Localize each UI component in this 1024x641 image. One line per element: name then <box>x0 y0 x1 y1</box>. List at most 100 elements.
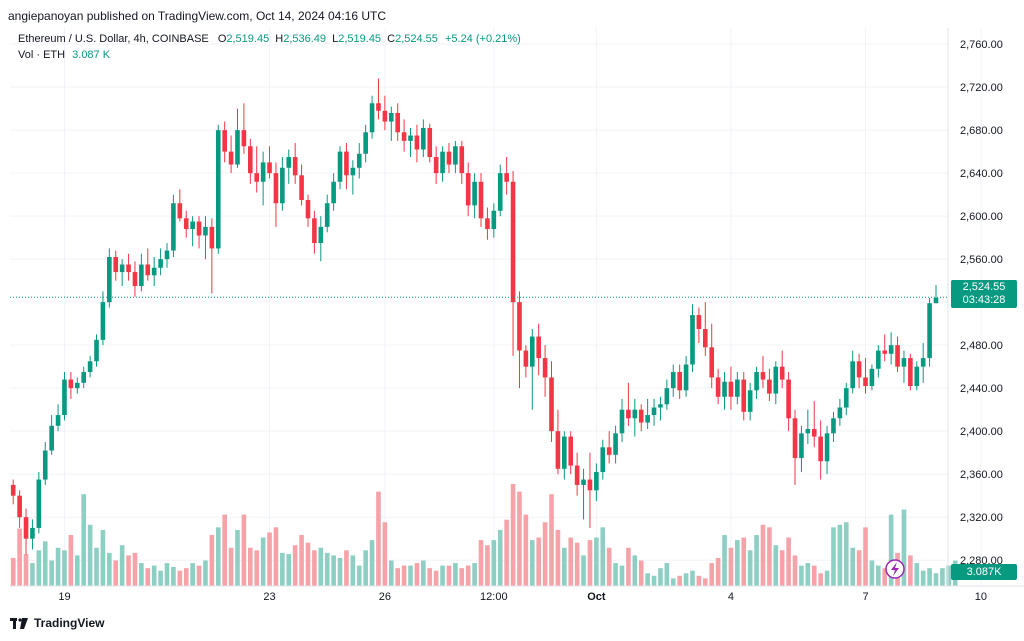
candle-body <box>831 418 836 434</box>
volume-bar <box>81 494 87 586</box>
volume-bar <box>933 573 939 586</box>
grid-lines <box>10 28 982 586</box>
candle-body <box>767 379 772 394</box>
candle-body <box>645 415 650 423</box>
volume-bar <box>228 547 234 586</box>
volume-bar <box>30 563 35 586</box>
candle-body <box>139 264 144 287</box>
candle-body <box>17 495 22 518</box>
legend-volume: Vol · ETH 3.087 K <box>18 49 110 61</box>
volume-bar <box>145 568 151 586</box>
price-tick-label: 2,600.00 <box>960 211 1003 223</box>
price-tick-label: 2,720.00 <box>960 82 1003 94</box>
candle-body <box>273 173 279 204</box>
volume-bar <box>209 535 215 586</box>
volume-bar <box>414 563 420 586</box>
candle-body <box>818 436 823 462</box>
volume-bar <box>568 537 574 586</box>
candle-body <box>882 350 888 354</box>
volume-bar <box>433 570 439 586</box>
candle-body <box>465 173 471 206</box>
last-price-value: 2,524.55 <box>962 281 1006 293</box>
volume-bar <box>908 555 913 586</box>
candle-body <box>773 366 779 394</box>
candle-body <box>735 379 740 397</box>
candle-body <box>523 350 529 367</box>
close-label: C <box>387 33 396 45</box>
candle-body <box>613 433 618 455</box>
volume-bar <box>587 540 593 586</box>
price-tick-label: 2,360.00 <box>960 469 1003 481</box>
time-tick-label: 23 <box>263 591 275 603</box>
candle-body <box>235 130 240 165</box>
volume-bar <box>177 570 183 586</box>
volume-bar <box>940 568 945 586</box>
volume-bar <box>670 578 676 586</box>
volume-bar <box>837 524 843 586</box>
volume-bar <box>10 557 16 586</box>
volume-bar <box>286 554 292 586</box>
volume-bar <box>581 555 586 586</box>
volume-bar <box>754 535 759 586</box>
volume-bar <box>702 578 708 586</box>
volume-bar <box>632 555 638 586</box>
candle-body <box>408 135 413 141</box>
volume-bar <box>382 522 388 586</box>
candle-body <box>895 345 900 367</box>
volume-bar <box>600 527 606 586</box>
candle-body <box>376 103 381 111</box>
candle-body <box>388 112 394 122</box>
candle-body <box>837 407 843 419</box>
candle-body <box>574 465 580 485</box>
candle-body <box>517 302 522 351</box>
volume-bar <box>683 573 689 586</box>
volume-bar <box>658 568 663 586</box>
volume-bar <box>401 565 407 586</box>
candle-body <box>869 368 875 387</box>
volume-bar <box>747 550 753 586</box>
volume-bar <box>36 550 42 586</box>
candle-body <box>119 264 125 273</box>
open-label: O <box>217 33 227 45</box>
volume-bar <box>356 565 362 586</box>
volume-bar <box>888 514 894 586</box>
volume-bar <box>203 560 208 586</box>
volume-bar <box>107 552 112 586</box>
vol-label[interactable]: Vol · ETH <box>18 49 66 61</box>
candle-body <box>805 429 811 434</box>
volume-bar <box>728 547 734 586</box>
candle-body <box>914 366 920 387</box>
volume-bar <box>23 554 29 586</box>
volume-bar <box>876 565 881 586</box>
volume-bar <box>446 565 452 586</box>
candle-body <box>331 181 336 204</box>
time-tick-label: 4 <box>728 591 734 603</box>
volume-bar <box>863 527 868 586</box>
alert-icon[interactable] <box>885 559 905 579</box>
candle-body <box>651 407 657 416</box>
volume-bar <box>824 570 830 586</box>
volume-bar <box>510 484 516 586</box>
volume-bar <box>344 550 349 586</box>
volume-bar <box>254 550 260 586</box>
candle-body <box>581 479 586 485</box>
volume-bar <box>626 547 631 586</box>
footer-brand[interactable]: TradingView <box>10 616 104 630</box>
volume-bar <box>395 568 401 586</box>
candle-body <box>107 257 112 303</box>
volume-bar <box>132 552 138 586</box>
candle-body <box>920 358 926 367</box>
candle-body <box>529 336 535 367</box>
candle-body <box>241 130 247 147</box>
volume-bar <box>786 537 791 586</box>
volume-bar <box>562 547 567 586</box>
volume-bar <box>42 541 48 586</box>
volume-bar <box>664 563 670 586</box>
candle-body <box>863 377 868 387</box>
volume-bar <box>151 565 157 586</box>
symbol-title[interactable]: Ethereum / U.S. Dollar, 4h, COINBASE <box>18 33 209 45</box>
candle-body <box>472 181 477 206</box>
time-tick-label: 10 <box>975 591 987 603</box>
